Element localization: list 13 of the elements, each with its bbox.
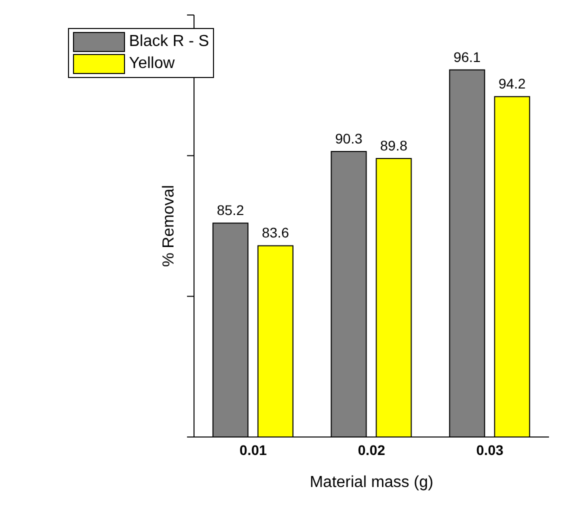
data-label: 85.2: [216, 202, 244, 218]
data-label: 90.3: [335, 130, 363, 146]
data-label: 83.6: [262, 224, 290, 241]
y-axis-title: % Removal: [160, 185, 178, 267]
legend-label: Black R - S: [129, 33, 210, 51]
data-label: 96.1: [453, 48, 481, 65]
x-axis-title: Material mass (g): [310, 474, 434, 491]
data-label: 89.8: [380, 137, 408, 154]
x-tick-label: 0.01: [240, 442, 268, 458]
data-label: 94.2: [498, 76, 526, 92]
x-tick-label: 0.03: [476, 442, 504, 458]
x-tick-label: 0.02: [358, 442, 386, 458]
legend-label: Yellow: [129, 55, 175, 73]
